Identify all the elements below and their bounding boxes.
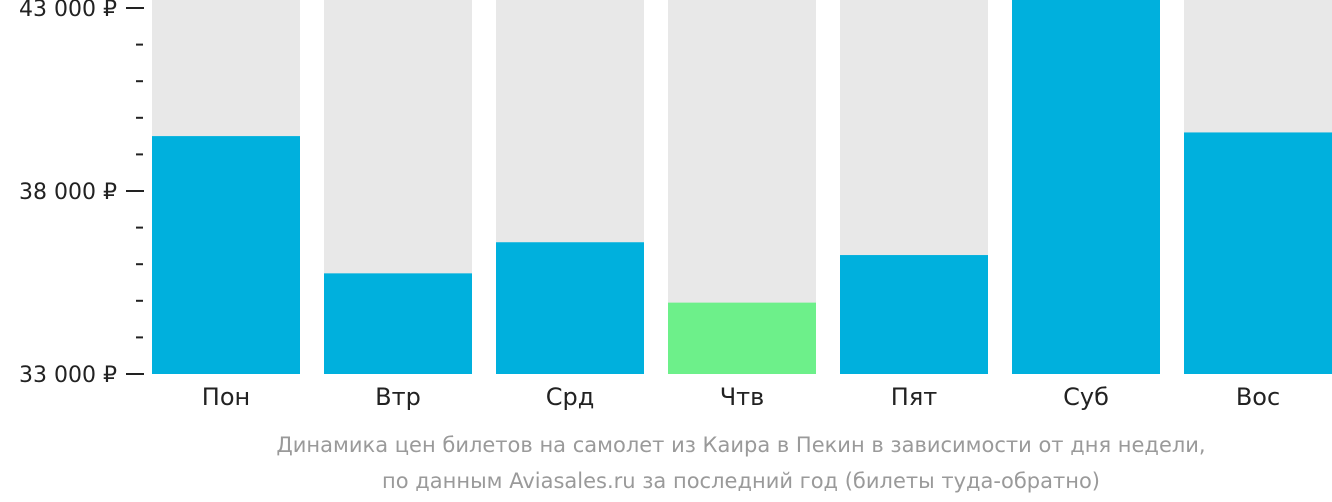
bar-1 — [324, 273, 472, 374]
x-axis: Пон Втр Срд Чтв Пят Суб Вос — [202, 383, 1280, 411]
bar-5 — [1012, 0, 1160, 374]
bar-2 — [496, 242, 644, 374]
y-tick-label-1: 38 000 ₽ — [19, 180, 117, 205]
bar-0 — [152, 136, 300, 374]
x-tick-label-6: Вос — [1236, 383, 1280, 411]
y-axis: 33 000 ₽ 38 000 ₽ 43 000 ₽ — [19, 0, 144, 388]
x-tick-label-5: Суб — [1063, 383, 1109, 411]
caption-line-2: по данным Aviasales.ru за последний год … — [382, 469, 1100, 493]
bar-3 — [668, 302, 816, 374]
bar-4 — [840, 255, 988, 374]
x-tick-label-2: Срд — [546, 383, 595, 411]
bars — [152, 0, 1332, 374]
y-tick-label-2: 43 000 ₽ — [19, 0, 117, 22]
x-tick-label-4: Пят — [891, 383, 937, 411]
caption-line-1: Динамика цен билетов на самолет из Каира… — [276, 433, 1205, 457]
x-tick-label-1: Втр — [375, 383, 421, 411]
x-tick-label-3: Чтв — [720, 383, 765, 411]
y-tick-label-0: 33 000 ₽ — [19, 363, 117, 388]
x-tick-label-0: Пон — [202, 383, 250, 411]
bar-6 — [1184, 132, 1332, 374]
